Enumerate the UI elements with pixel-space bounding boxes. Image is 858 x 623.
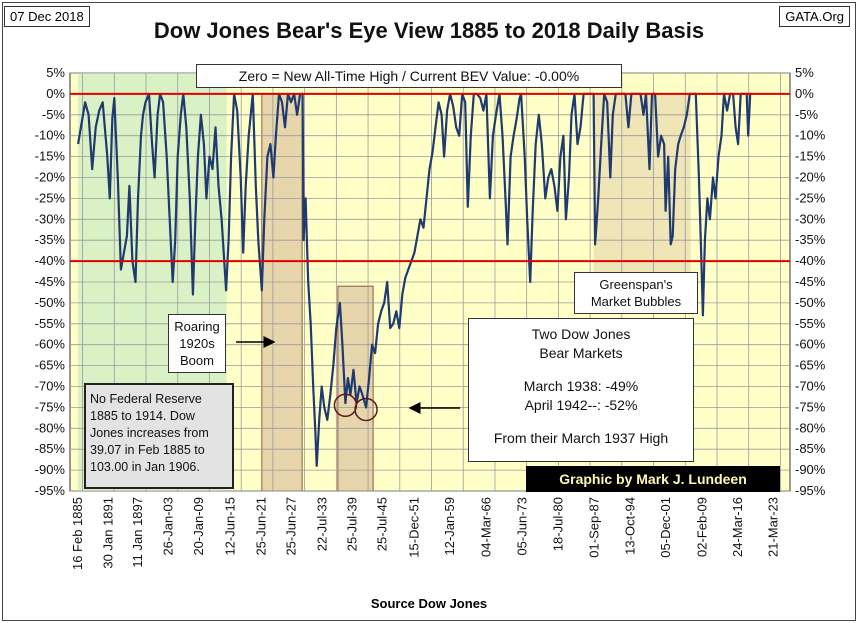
y-tick-label-left: -70% [35, 379, 66, 394]
y-tick-label-left: 5% [46, 65, 65, 80]
x-tick-label: 25-Jul-45 [375, 497, 390, 551]
x-tick-label: 20-Jan-09 [191, 497, 206, 556]
x-tick-label: 18-Jul-80 [550, 497, 565, 551]
y-tick-label-right: -60% [795, 337, 826, 352]
y-tick-label-right: 5% [795, 65, 814, 80]
y-tick-label-left: -75% [35, 399, 66, 414]
y-tick-label-right: 0% [795, 86, 814, 101]
x-tick-label: 21-Mar-23 [765, 497, 780, 557]
y-tick-label-right: -30% [795, 211, 826, 226]
bev-series-line [77, 92, 752, 467]
x-tick-label: 25-Jul-39 [344, 497, 359, 551]
y-tick-label-left: -10% [35, 128, 66, 143]
greenspan-line-1: Greenspan's [599, 277, 673, 292]
y-tick-label-left: -60% [35, 337, 66, 352]
x-tick-label: 25-Jun-27 [284, 497, 299, 556]
y-tick-label-right: -15% [795, 149, 826, 164]
credit-banner: Graphic by Mark J. Lundeen [526, 466, 780, 492]
twodow-line-4: April 1942--: -52% [524, 397, 638, 413]
y-tick-label-right: -70% [795, 379, 826, 394]
greenspan-annotation: Greenspan's Market Bubbles [574, 272, 698, 314]
y-tick-label-right: -65% [795, 358, 826, 373]
y-tick-label-left: -85% [35, 441, 66, 456]
roaring-twenties-shade [261, 93, 303, 492]
twodow-line-1: Two Dow Jones [531, 326, 631, 342]
twodow-line-2: Bear Markets [539, 345, 623, 361]
x-tick-label: 11 Jan 1897 [130, 497, 145, 568]
chart-title: Dow Jones Bear's Eye View 1885 to 2018 D… [153, 18, 705, 43]
y-tick-label-right: -25% [795, 190, 826, 205]
roaring-line-3: Boom [180, 353, 214, 368]
y-tick-label-left: -90% [35, 462, 66, 477]
y-tick-label-left: -80% [35, 420, 66, 435]
y-tick-label-right: -20% [795, 170, 826, 185]
y-tick-label-left: -55% [35, 316, 66, 331]
y-tick-label-right: -75% [795, 399, 826, 414]
y-tick-label-right: -85% [795, 441, 826, 456]
zero-annotation: Zero = New All-Time High / Current BEV V… [196, 64, 622, 88]
y-tick-label-right: -90% [795, 462, 826, 477]
y-tick-label-right: -95% [795, 483, 826, 498]
y-tick-label-right: -5% [795, 107, 819, 122]
y-tick-label-left: -20% [35, 170, 66, 185]
roaring-line-2: 1920s [179, 336, 215, 351]
y-tick-label-left: 0% [46, 86, 65, 101]
x-tick-label: 02-Feb-09 [694, 497, 709, 557]
y-tick-label-left: -45% [35, 274, 66, 289]
x-tick-label: 01-Sep-87 [587, 497, 602, 558]
x-tick-label: 12-Jun-15 [223, 497, 238, 556]
x-tick-label: 24-Mar-16 [730, 497, 745, 557]
y-tick-label-left: -65% [35, 358, 66, 373]
bear-low-1942-marker [354, 397, 378, 422]
y-tick-label-right: -80% [795, 420, 826, 435]
two-bear-markets-annotation: Two Dow Jones Bear Markets March 1938: -… [468, 318, 694, 462]
no-federal-reserve-annotation: No Federal Reserve 1885 to 1914. Dow Jon… [84, 383, 234, 489]
y-tick-label-left: -50% [35, 295, 66, 310]
x-tick-label: 16 Feb 1885 [70, 497, 85, 570]
x-tick-label: 12-Jan-59 [442, 497, 457, 556]
roaring-line-1: Roaring [174, 319, 220, 334]
x-tick-label: 25-Jun-21 [253, 497, 268, 556]
source-label: GATA.Org [779, 6, 850, 27]
y-tick-label-right: -40% [795, 253, 826, 268]
y-tick-label-left: -40% [35, 253, 66, 268]
y-tick-label-left: -95% [35, 483, 66, 498]
date-label: 07 Dec 2018 [4, 6, 90, 27]
x-axis-label: Source Dow Jones [370, 596, 488, 611]
x-tick-label: 22-Jul-33 [314, 497, 329, 551]
y-tick-label-left: -15% [35, 149, 66, 164]
y-tick-label-left: -35% [35, 232, 66, 247]
y-tick-label-left: -5% [42, 107, 66, 122]
x-tick-label: 05-Dec-01 [658, 497, 673, 558]
x-tick-label: 30 Jan 1891 [100, 497, 115, 569]
x-tick-label: 05-Jun-73 [515, 497, 530, 556]
y-tick-label-left: -30% [35, 211, 66, 226]
y-tick-label-right: -10% [795, 128, 826, 143]
y-tick-label-right: -35% [795, 232, 826, 247]
x-tick-label: 15-Dec-51 [406, 497, 421, 558]
x-tick-label: 26-Jan-03 [161, 497, 176, 556]
roaring-twenties-annotation: Roaring 1920s Boom [168, 314, 226, 373]
y-tick-label-right: -55% [795, 316, 826, 331]
x-tick-label: 04-Mar-66 [478, 497, 493, 557]
y-tick-label-left: -25% [35, 190, 66, 205]
x-tick-label: 13-Oct-94 [622, 497, 637, 555]
twodow-line-5: From their March 1937 High [493, 430, 669, 446]
greenspan-line-2: Market Bubbles [590, 294, 682, 309]
twodow-line-3: March 1938: -49% [523, 378, 639, 394]
y-tick-label-right: -45% [795, 274, 826, 289]
y-tick-label-right: -50% [795, 295, 826, 310]
